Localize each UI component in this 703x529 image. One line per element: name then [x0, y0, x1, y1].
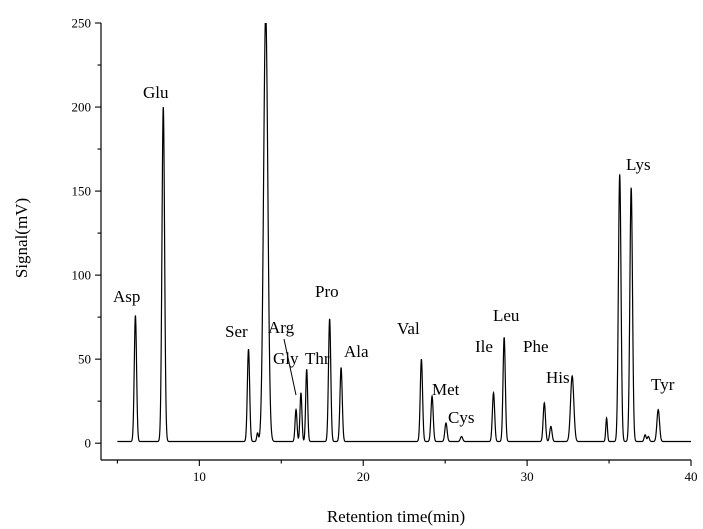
- peak-label-leu: Leu: [493, 306, 520, 325]
- peak-label-arg: Arg: [268, 318, 295, 337]
- peak-label-ser: Ser: [225, 322, 248, 341]
- y-tick-label: 100: [72, 268, 92, 283]
- x-tick-label: 10: [193, 469, 206, 484]
- axes: 10 20 30 40 0 50 100 150 200 250: [72, 16, 698, 485]
- x-tick-label: 20: [357, 469, 370, 484]
- x-axis-ticks: 10 20 30 40: [116, 460, 698, 484]
- x-tick-label: 30: [521, 469, 534, 484]
- signal-trace: [117, 23, 691, 443]
- peak-label-thr: Thr: [305, 349, 330, 368]
- y-tick-label: 0: [85, 436, 92, 451]
- trace-layer: [117, 23, 691, 443]
- peak-label-tyr: Tyr: [651, 375, 675, 394]
- x-tick-label: 40: [685, 469, 698, 484]
- peak-label-pro: Pro: [315, 282, 339, 301]
- y-axis-ticks: 0 50 100 150 200 250: [72, 16, 101, 451]
- peak-label-ile: Ile: [475, 337, 493, 356]
- peak-label-met: Met: [432, 380, 460, 399]
- peak-label-ala: Ala: [344, 342, 369, 361]
- peak-label-phe: Phe: [523, 337, 549, 356]
- y-tick-label: 50: [78, 352, 91, 367]
- peak-label-his: His: [546, 368, 570, 387]
- peak-labels: Asp Glu Ser Arg Gly Thr Pro Ala Val Met Cys IleLeuP…: [113, 83, 675, 427]
- arg-leader-line: [283, 338, 297, 396]
- peak-label-asp: Asp: [113, 287, 140, 306]
- x-axis-title: Retention time(min): [327, 507, 465, 526]
- peak-label-cys: Cys: [448, 408, 474, 427]
- y-tick-label: 250: [72, 16, 92, 31]
- leader-lines: [283, 338, 297, 396]
- y-axis-title: Signal(mV): [12, 198, 31, 278]
- peak-label-gly: Gly: [273, 349, 299, 368]
- peak-label-glu: Glu: [143, 83, 169, 102]
- peak-label-lys: Lys: [626, 155, 651, 174]
- y-tick-label: 200: [72, 100, 92, 115]
- y-tick-label: 150: [72, 184, 92, 199]
- peak-label-val: Val: [397, 319, 420, 338]
